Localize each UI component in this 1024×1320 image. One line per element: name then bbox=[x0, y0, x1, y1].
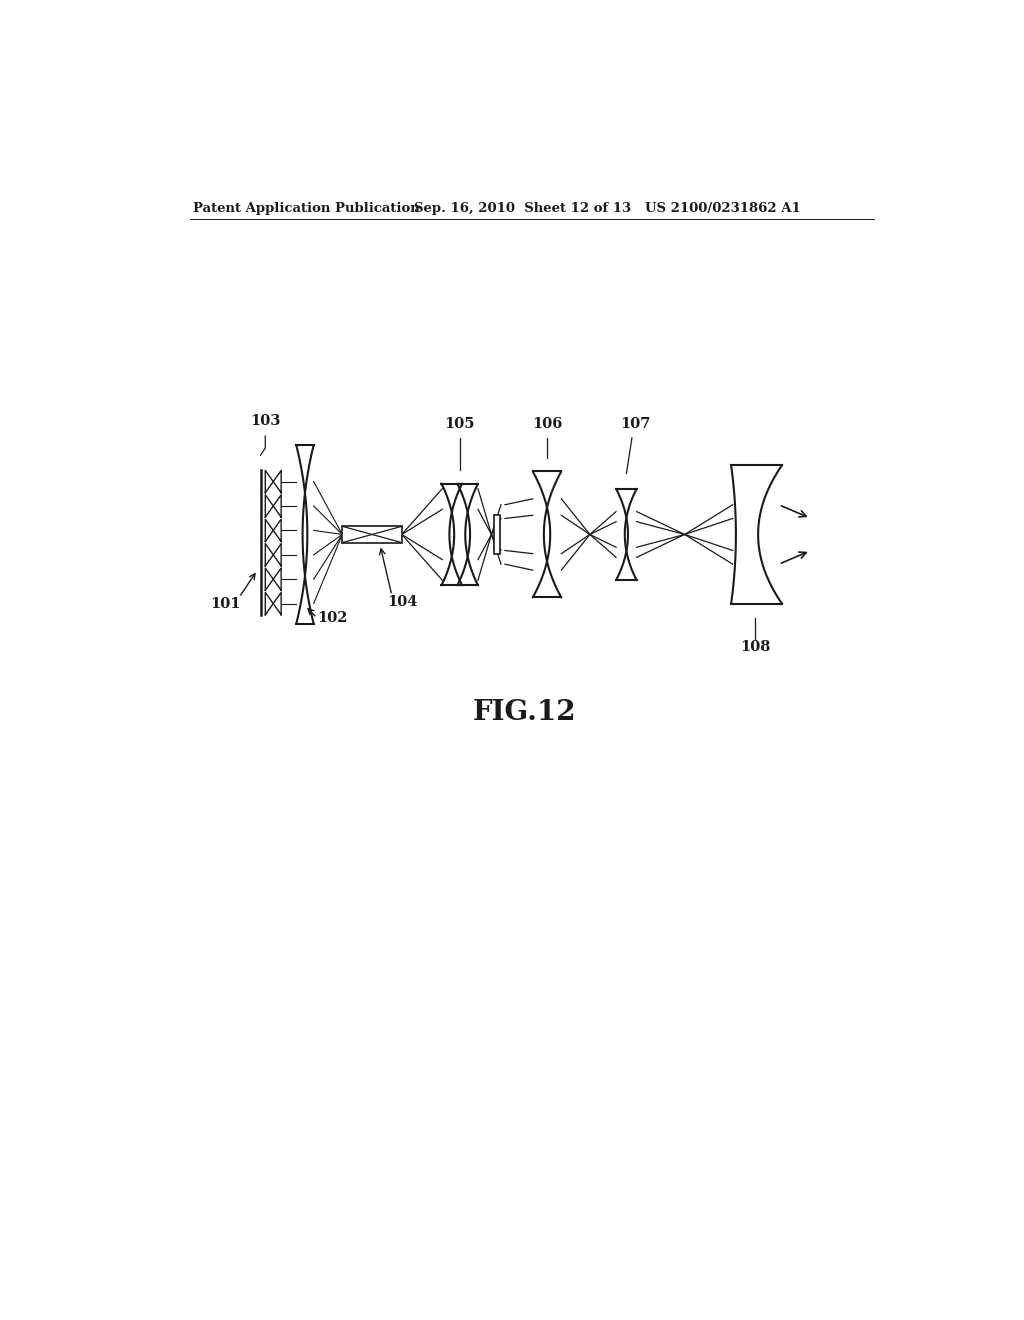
Text: 105: 105 bbox=[444, 417, 475, 430]
Text: 101: 101 bbox=[210, 597, 241, 611]
Text: Patent Application Publication: Patent Application Publication bbox=[194, 202, 420, 215]
Text: 104: 104 bbox=[387, 594, 418, 609]
Text: 102: 102 bbox=[317, 611, 348, 624]
Text: 108: 108 bbox=[739, 640, 770, 655]
Text: 106: 106 bbox=[531, 417, 562, 430]
Text: US 2100/0231862 A1: US 2100/0231862 A1 bbox=[645, 202, 801, 215]
Text: 107: 107 bbox=[621, 417, 651, 430]
Text: Sep. 16, 2010  Sheet 12 of 13: Sep. 16, 2010 Sheet 12 of 13 bbox=[414, 202, 631, 215]
Text: 103: 103 bbox=[250, 413, 281, 428]
Bar bbox=[494, 515, 500, 554]
Text: FIG.12: FIG.12 bbox=[473, 698, 577, 726]
Bar bbox=[342, 527, 401, 543]
